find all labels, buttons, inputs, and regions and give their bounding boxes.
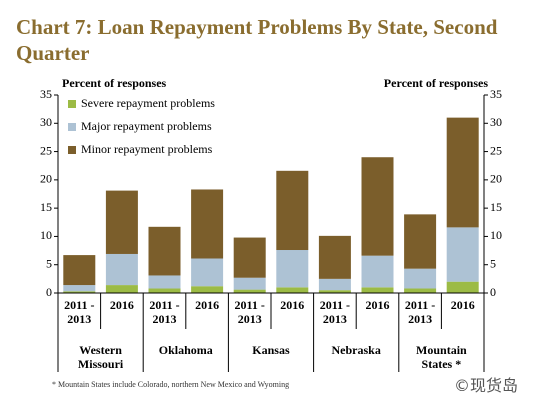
bar-segment bbox=[233, 237, 266, 278]
group-label: Mountain States * bbox=[416, 343, 467, 371]
x-tick-label: 2011 - 2013 bbox=[234, 298, 265, 326]
bar-segment bbox=[361, 157, 394, 256]
y-tick-label: 5 bbox=[46, 256, 52, 270]
x-tick-label: 2016 bbox=[280, 298, 305, 312]
y2-tick-label: 10 bbox=[490, 228, 502, 242]
y-tick-label: 0 bbox=[46, 285, 52, 299]
y-tick-label: 15 bbox=[40, 200, 52, 214]
bar-segment bbox=[276, 287, 309, 293]
y-axis-label: Percent of responses bbox=[62, 76, 167, 90]
x-tick-label: 2011 - 2013 bbox=[404, 298, 436, 326]
y2-tick-label: 30 bbox=[490, 115, 502, 129]
bar-segment bbox=[148, 226, 181, 276]
bar-segment bbox=[318, 235, 351, 279]
x-tick-label: 2011 - 2013 bbox=[319, 298, 351, 326]
y2-tick-label: 15 bbox=[490, 200, 502, 214]
bar-segment bbox=[105, 253, 138, 286]
bar-segment bbox=[191, 286, 224, 293]
x-tick-label: 2016 bbox=[195, 298, 220, 312]
bar-segment bbox=[148, 275, 181, 289]
bar-segment bbox=[63, 285, 96, 292]
bar-segment bbox=[404, 288, 437, 293]
bar-segment bbox=[446, 281, 479, 293]
bar-segment bbox=[276, 250, 309, 288]
bar-segment bbox=[233, 289, 266, 293]
bar-segment bbox=[276, 170, 309, 251]
footnote: * Mountain States include Colorado, nort… bbox=[52, 380, 290, 389]
x-tick-label: 2016 bbox=[109, 298, 134, 312]
legend-label: Major repayment problems bbox=[81, 119, 212, 133]
bar-segment bbox=[404, 268, 437, 289]
bar-segment bbox=[446, 117, 479, 228]
bar-segment bbox=[148, 288, 181, 293]
legend-label: Severe repayment problems bbox=[81, 96, 215, 110]
bar-segment bbox=[361, 255, 394, 288]
bar-segment bbox=[233, 277, 266, 290]
y-tick-label: 10 bbox=[40, 228, 52, 242]
watermark: ©现货岛 bbox=[454, 376, 519, 395]
group-label: Oklahoma bbox=[158, 343, 213, 357]
x-tick-label: 2016 bbox=[365, 298, 390, 312]
y2-tick-label: 35 bbox=[490, 87, 502, 101]
bar-segment bbox=[63, 255, 96, 286]
bar-segment bbox=[318, 278, 351, 291]
y-tick-label: 25 bbox=[40, 143, 52, 157]
group-label: Kansas bbox=[252, 343, 290, 357]
y2-tick-label: 25 bbox=[490, 143, 502, 157]
legend-label: Minor repayment problems bbox=[81, 142, 213, 156]
legend-swatch bbox=[68, 123, 76, 131]
bar-segment bbox=[446, 227, 479, 282]
legend-swatch bbox=[68, 146, 76, 154]
bar-segment bbox=[63, 291, 96, 293]
group-label: Western Missouri bbox=[77, 343, 124, 371]
chart-title: Chart 7: Loan Repayment Problems By Stat… bbox=[16, 15, 498, 65]
x-tick-label: 2011 - 2013 bbox=[64, 298, 95, 326]
bar-segment bbox=[404, 214, 437, 269]
bar-segment bbox=[191, 258, 224, 287]
y2-tick-label: 0 bbox=[490, 285, 496, 299]
x-tick-label: 2016 bbox=[450, 298, 475, 312]
bar-segment bbox=[105, 285, 138, 293]
x-tick-label: 2011 - 2013 bbox=[149, 298, 180, 326]
y2-tick-label: 20 bbox=[490, 172, 502, 186]
y-tick-label: 20 bbox=[40, 172, 52, 186]
y2-tick-label: 5 bbox=[490, 256, 496, 270]
y2-axis-label: Percent of responses bbox=[384, 76, 489, 90]
group-label: Nebraska bbox=[331, 343, 381, 357]
y-tick-label: 35 bbox=[40, 87, 52, 101]
bar-segment bbox=[191, 189, 224, 259]
bar-segment bbox=[361, 287, 394, 293]
bar-segment bbox=[318, 290, 351, 293]
bar-segment bbox=[105, 190, 138, 254]
legend-swatch bbox=[68, 100, 76, 108]
y-tick-label: 30 bbox=[40, 115, 52, 129]
